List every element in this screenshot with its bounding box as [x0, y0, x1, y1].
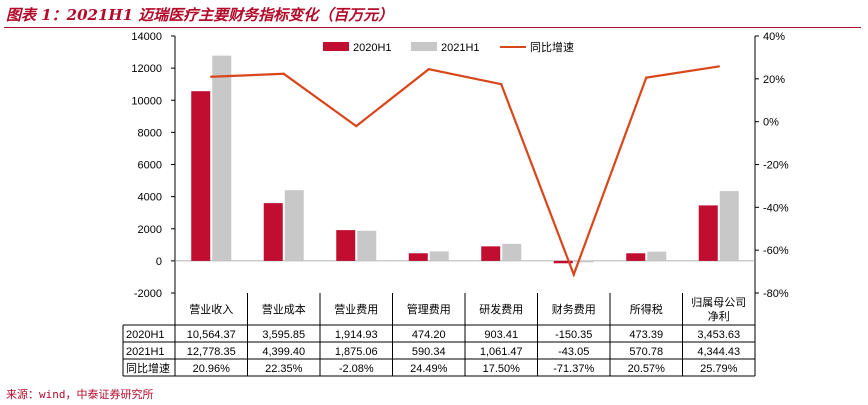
right-axis-tick-label: 40%: [763, 31, 785, 43]
bar-2020h1: [263, 203, 283, 261]
category-tick-label: 归属母公司: [691, 295, 746, 309]
bar-2021h1: [574, 260, 594, 263]
legend-label-2021h1: 2021H1: [441, 42, 480, 54]
growth-rate-point: [427, 68, 430, 71]
growth-rate-point: [210, 75, 213, 78]
growth-rate-line: [211, 65, 719, 278]
table-cell: -71.37%: [553, 363, 594, 375]
table-cell: 3,453.63: [697, 329, 740, 341]
right-axis-tick-label: 0%: [763, 117, 779, 129]
left-axis-tick-label: 4000: [138, 192, 162, 204]
growth-rate-point: [645, 76, 648, 79]
legend-swatch-2020h1: [323, 42, 349, 51]
category-tick-label: 净利: [708, 309, 730, 323]
bar-2021h1: [502, 243, 522, 261]
bar-2020h1: [481, 246, 501, 261]
table-cell: 20.96%: [193, 363, 231, 375]
growth-rate-point: [282, 72, 285, 76]
table-cell: 24.49%: [410, 363, 448, 375]
legend-label-2020h1: 2020H1: [353, 42, 392, 54]
table-cell: 17.50%: [483, 363, 521, 375]
right-axis-tick-label: -80%: [763, 288, 789, 300]
table-cell: 903.41: [484, 329, 518, 341]
category-tick-label: 管理费用: [407, 302, 451, 316]
table-row-label: 2020H1: [126, 329, 165, 341]
bar-2021h1: [719, 191, 739, 261]
bar-2021h1: [429, 251, 449, 261]
bar-2020h1: [408, 253, 428, 261]
table-cell: -2.08%: [339, 363, 374, 375]
table-cell: 3,595.85: [262, 329, 305, 341]
left-axis-tick-label: 8000: [138, 127, 162, 139]
bar-2020h1: [698, 205, 718, 261]
table-cell: 1,914.93: [335, 329, 378, 341]
table-cell: 590.34: [412, 346, 446, 358]
table-cell: 4,399.40: [262, 346, 305, 358]
growth-rate-point: [500, 82, 503, 86]
bar-2020h1: [553, 260, 573, 264]
table-cell: 20.57%: [628, 363, 666, 375]
source-note: 来源：wind，中泰证券研究所: [6, 388, 154, 401]
category-tick-label: 研发费用: [479, 302, 523, 316]
right-axis-tick-label: -20%: [763, 160, 789, 172]
right-axis-tick-label: -60%: [763, 245, 789, 257]
category-tick-label: 营业费用: [334, 302, 378, 316]
bar-2020h1: [191, 91, 211, 261]
table-cell: 570.78: [629, 346, 663, 358]
category-tick-label: 所得税: [630, 302, 663, 316]
category-tick-label: 财务费用: [552, 302, 596, 316]
table-cell: 1,875.06: [335, 346, 378, 358]
table-cell: 25.79%: [700, 363, 738, 375]
left-axis-tick-label: 12000: [131, 63, 162, 75]
category-tick-label: 营业收入: [189, 302, 233, 316]
left-axis-tick-label: 10000: [131, 95, 162, 107]
table-cell: -43.05: [558, 346, 589, 358]
table-row-label: 2021H1: [126, 346, 165, 358]
table-cell: 1,061.47: [480, 346, 523, 358]
legend-swatch-2021h1: [411, 42, 437, 51]
table-cell: 474.20: [412, 329, 446, 341]
table-cell: -150.35: [555, 329, 592, 341]
bar-2021h1: [284, 190, 304, 261]
title-underline: [4, 27, 861, 28]
left-axis-tick-label: 2000: [138, 224, 162, 236]
left-axis-tick-label: 0: [156, 256, 162, 268]
table-row-label: 同比增速: [126, 361, 170, 375]
table-cell: 473.39: [629, 329, 663, 341]
right-axis-tick-label: 20%: [763, 74, 785, 86]
legend-label-growth: 同比增速: [530, 40, 574, 54]
growth-rate-point: [355, 124, 358, 128]
bar-2021h1: [212, 55, 232, 261]
figure-title: 图表 1：2021H1 迈瑞医疗主要财务指标变化（百万元）: [6, 6, 394, 24]
growth-rate-point: [717, 65, 720, 68]
left-axis-tick-label: 6000: [138, 160, 162, 172]
bar-2020h1: [336, 230, 356, 261]
bar-2021h1: [357, 230, 377, 261]
left-axis-tick-label: 14000: [131, 31, 162, 43]
right-axis-tick-label: -40%: [763, 202, 789, 214]
table-cell: 22.35%: [265, 363, 303, 375]
growth-rate-point: [572, 273, 575, 276]
table-cell: 4,344.43: [697, 346, 740, 358]
table-cell: 10,564.37: [187, 329, 236, 341]
table-cell: 12,778.35: [187, 346, 236, 358]
bar-2021h1: [647, 251, 667, 261]
left-axis-tick-label: -2000: [134, 288, 162, 300]
category-tick-label: 营业成本: [262, 302, 306, 316]
bar-2020h1: [626, 253, 646, 261]
